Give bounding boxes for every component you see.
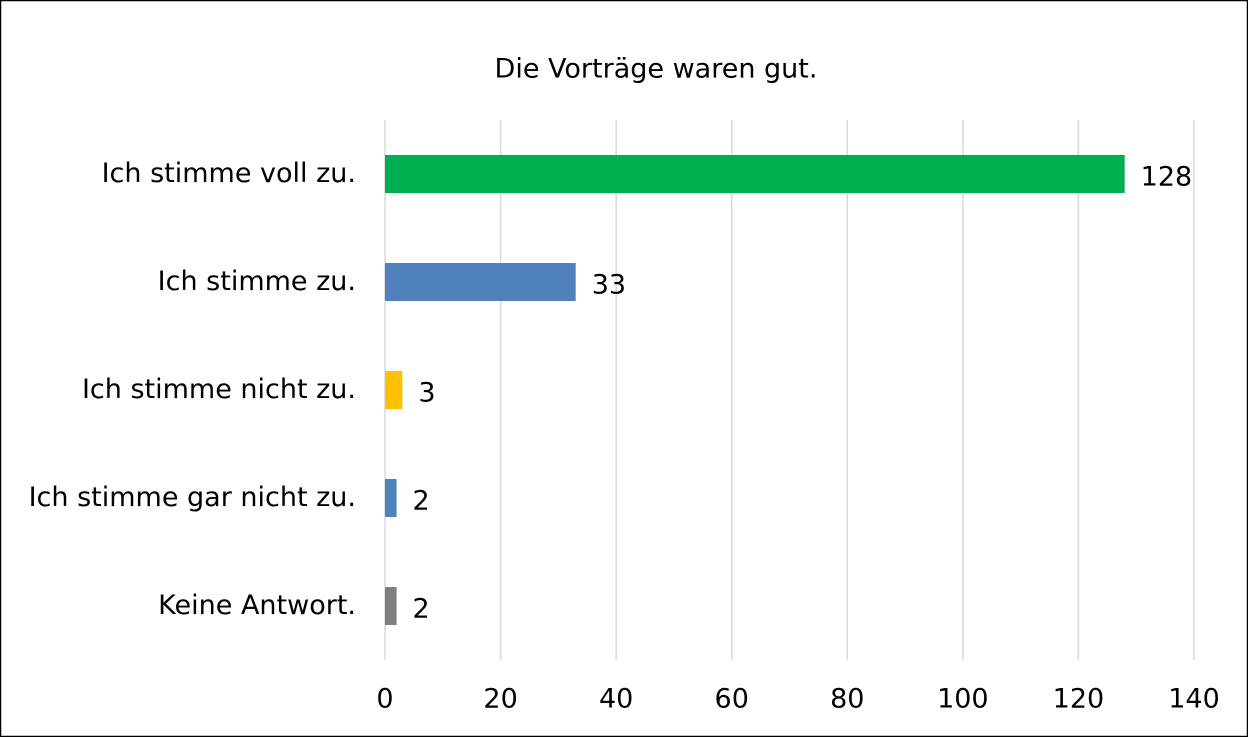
data-label: 2 — [413, 594, 430, 625]
x-tick-label: 120 — [1053, 684, 1105, 715]
y-tick-label: Ich stimme voll zu. — [101, 158, 356, 189]
bar — [385, 371, 403, 409]
x-tick-label: 60 — [715, 684, 749, 715]
y-tick-label: Ich stimme nicht zu. — [81, 374, 356, 405]
bar — [385, 479, 397, 517]
data-label: 3 — [418, 378, 435, 409]
y-tick-label: Ich stimme gar nicht zu. — [28, 482, 356, 513]
x-tick-label: 100 — [937, 684, 989, 715]
x-tick-label: 20 — [483, 684, 517, 715]
bar — [385, 587, 397, 625]
x-tick-label: 140 — [1168, 684, 1220, 715]
y-tick-label: Keine Antwort. — [158, 590, 356, 621]
y-tick-label: Ich stimme zu. — [157, 266, 356, 297]
bar — [385, 155, 1125, 193]
x-tick-label: 80 — [830, 684, 864, 715]
bar — [385, 263, 576, 301]
data-label: 2 — [413, 486, 430, 517]
data-label: 33 — [592, 270, 626, 301]
data-label: 128 — [1141, 162, 1193, 193]
x-tick-label: 0 — [376, 684, 393, 715]
x-tick-label: 40 — [599, 684, 633, 715]
chart-title: Die Vorträge waren gut. — [495, 54, 818, 85]
